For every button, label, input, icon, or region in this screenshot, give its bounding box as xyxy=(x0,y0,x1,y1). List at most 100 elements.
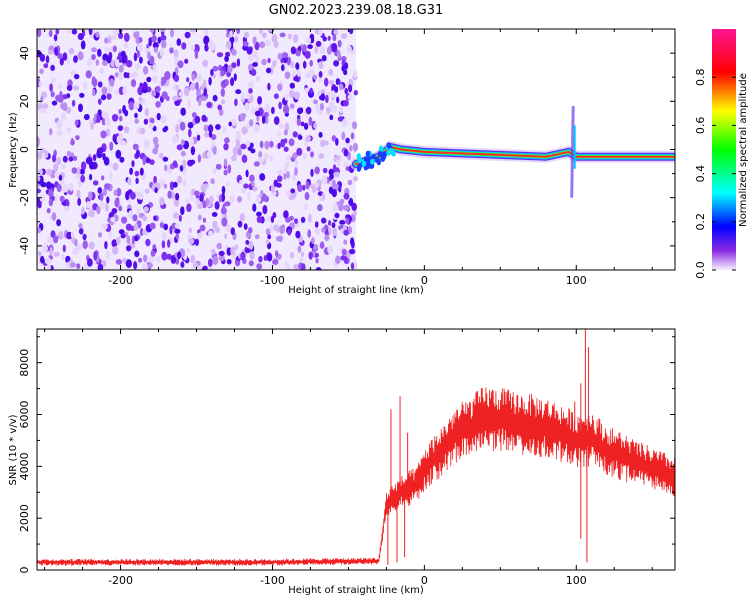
noise-blob xyxy=(277,175,283,183)
noise-blob xyxy=(77,33,84,41)
noise-blob xyxy=(135,177,139,184)
noise-blob xyxy=(315,40,322,47)
noise-blob xyxy=(239,179,243,185)
noise-blob xyxy=(294,159,299,167)
noise-blob xyxy=(100,200,105,210)
noise-blob xyxy=(52,154,57,163)
noise-blob xyxy=(196,73,202,82)
noise-blob xyxy=(331,222,336,229)
noise-blob xyxy=(299,107,304,114)
noise-blob xyxy=(51,100,58,106)
noise-blob xyxy=(304,192,310,201)
noise-blob xyxy=(172,95,179,101)
noise-blob xyxy=(324,234,330,242)
noise-blob xyxy=(100,130,107,139)
noise-blob xyxy=(106,196,110,204)
noise-blob xyxy=(133,101,140,110)
noise-blob xyxy=(97,48,102,57)
noise-blob xyxy=(82,240,88,250)
noise-blob xyxy=(114,58,120,68)
noise-blob xyxy=(194,190,200,196)
noise-blob xyxy=(148,256,155,263)
noise-blob xyxy=(125,259,132,268)
noise-blob xyxy=(203,124,209,132)
noise-blob xyxy=(202,59,209,67)
noise-blob xyxy=(332,164,337,172)
noise-blob xyxy=(134,250,140,258)
noise-blob xyxy=(188,128,192,138)
noise-blob xyxy=(96,205,101,215)
noise-blob xyxy=(184,31,191,39)
noise-blob xyxy=(224,233,228,240)
noise-blob xyxy=(95,59,100,66)
noise-blob xyxy=(48,29,53,37)
noise-blob xyxy=(87,258,93,267)
noise-blob xyxy=(335,255,341,264)
noise-blob xyxy=(112,162,119,171)
noise-blob xyxy=(255,196,262,203)
noise-blob xyxy=(297,135,303,140)
noise-blob xyxy=(142,65,149,75)
spectrogram-y-tick-label: 0 xyxy=(18,146,31,153)
noise-blob xyxy=(197,203,204,209)
noise-blob xyxy=(353,260,358,270)
noise-blob xyxy=(163,223,169,231)
noise-blob xyxy=(334,171,340,178)
noise-blob xyxy=(37,175,41,182)
noise-blob xyxy=(324,230,329,236)
noise-blob xyxy=(340,255,346,261)
noise-blob xyxy=(248,227,253,234)
noise-blob xyxy=(225,181,230,187)
noise-blob xyxy=(85,70,92,79)
noise-blob xyxy=(123,32,130,42)
noise-blob xyxy=(328,220,332,226)
noise-blob xyxy=(314,166,320,175)
noise-blob xyxy=(300,251,305,257)
noise-blob xyxy=(319,102,325,111)
noise-blob xyxy=(249,174,255,183)
noise-blob xyxy=(231,49,237,56)
noise-blob xyxy=(300,121,305,127)
noise-blob xyxy=(109,78,115,88)
noise-blob xyxy=(251,181,255,187)
noise-blob xyxy=(179,165,184,172)
noise-blob xyxy=(292,131,298,138)
noise-blob xyxy=(339,198,345,205)
spectrogram-y-ticks: -40 -20 0 20 40 xyxy=(18,28,675,271)
noise-blob xyxy=(83,113,90,121)
noise-blob xyxy=(121,216,128,224)
noise-blob xyxy=(350,262,355,270)
noise-blob xyxy=(37,151,43,160)
noise-blob xyxy=(250,69,257,76)
noise-blob xyxy=(310,168,314,177)
noise-blob xyxy=(187,99,192,109)
snr-y-tick-label: 6000 xyxy=(18,401,31,429)
snr-y-label: SNR (10 * v/v) xyxy=(8,414,19,485)
noise-blob xyxy=(280,138,286,148)
colorbar-tick-label: 0.2 xyxy=(694,213,707,231)
noise-blob xyxy=(218,255,225,262)
noise-blob xyxy=(128,101,135,111)
noise-blob xyxy=(203,35,210,45)
noise-blob xyxy=(77,51,84,61)
noise-blob xyxy=(275,250,279,257)
noise-blob xyxy=(308,213,312,223)
noise-blob xyxy=(133,223,139,231)
noise-blob xyxy=(160,79,165,87)
noise-blob xyxy=(256,215,262,224)
noise-blob xyxy=(118,205,123,212)
noise-blob xyxy=(132,143,139,150)
noise-blob xyxy=(244,248,251,254)
noise-blob xyxy=(205,197,210,206)
snr-x-tick-label: -200 xyxy=(108,574,133,587)
noise-blob xyxy=(266,252,273,262)
spectrogram-y-label: Frequency (Hz) xyxy=(8,112,19,188)
noise-blob xyxy=(224,79,229,86)
noise-blob xyxy=(315,267,322,270)
noise-blob xyxy=(337,116,344,122)
noise-blob xyxy=(202,265,209,270)
noise-blob xyxy=(246,93,251,99)
noise-blob xyxy=(44,257,52,265)
noise-blob xyxy=(237,196,242,203)
noise-blob xyxy=(286,264,291,270)
